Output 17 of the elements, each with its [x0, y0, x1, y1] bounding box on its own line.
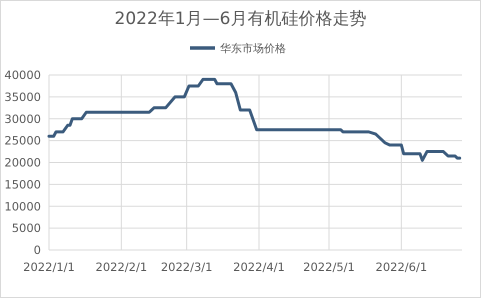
x-tick-label: 2022/4/1: [233, 260, 285, 274]
y-tick-label: 10000: [4, 199, 41, 214]
x-tick-label: 2022/2/1: [96, 260, 148, 274]
y-tick-label: 0: [34, 243, 41, 257]
x-tick-label: 2022/5/1: [303, 260, 355, 274]
y-tick-label: 20000: [4, 156, 41, 170]
x-tick-label: 2022/3/1: [160, 260, 212, 274]
y-tick-label: 5000: [12, 221, 41, 236]
y-tick-label: 35000: [4, 90, 41, 104]
x-tick-label: 2022/1/1: [23, 260, 75, 274]
chart-title: 2022年1月—6月有机硅价格走势: [114, 9, 366, 29]
y-tick-label: 40000: [4, 68, 41, 82]
y-tick-label: 25000: [4, 134, 41, 148]
y-tick-label: 15000: [4, 177, 41, 192]
legend-label: 华东市场价格: [220, 42, 286, 55]
x-tick-label: 2022/6/1: [376, 260, 428, 274]
y-tick-label: 30000: [4, 112, 41, 126]
